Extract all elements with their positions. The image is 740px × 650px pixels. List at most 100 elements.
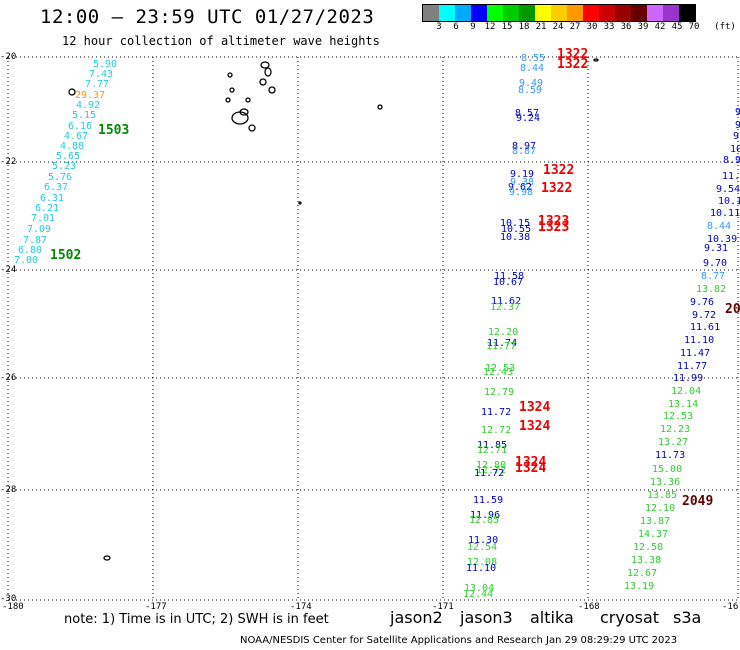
wave-height-value: 9.98: [509, 187, 534, 198]
time-label: 1324: [519, 419, 551, 434]
wave-height-value: 4.92: [76, 100, 101, 111]
wave-height-value: 12.71: [477, 445, 508, 456]
wave-height-value: 10.38: [500, 232, 531, 243]
wave-height-value: 7.77: [85, 79, 110, 90]
island-outline: [245, 97, 251, 103]
island-outline: [268, 86, 276, 94]
wave-height-value: 11.77: [486, 341, 517, 352]
island-outline: [68, 88, 76, 96]
wave-height-value: 6.80: [18, 245, 43, 256]
map-subtitle: 12 hour collection of altimeter wave hei…: [62, 34, 380, 48]
wave-height-value: 8.9: [723, 155, 740, 166]
wave-height-value: 11.10: [684, 335, 715, 346]
wave-height-value: 12.10: [645, 503, 676, 514]
time-label: 2049: [682, 494, 714, 509]
legend-swatch: [615, 5, 631, 21]
wave-height-value: 9.31: [704, 243, 729, 254]
wave-height-value: 15.00: [652, 464, 683, 475]
wave-height-value: 6.31: [40, 193, 65, 204]
time-label: 1324: [519, 400, 551, 415]
wave-height-value: 13.27: [658, 437, 689, 448]
wave-height-value: 6.16: [68, 121, 93, 132]
wave-height-value: 8.77: [701, 271, 726, 282]
legend-label: 3: [436, 22, 442, 32]
lat-tick: -20: [0, 52, 17, 62]
wave-height-value: 11.30: [468, 535, 499, 546]
lat-tick: -22: [0, 157, 17, 167]
wave-height-value: 8.57: [515, 108, 540, 119]
lat-tick: -26: [0, 373, 17, 383]
time-label: 1323: [538, 220, 570, 235]
wave-height-value: 4.67: [64, 131, 89, 142]
time-label: 1324: [515, 461, 547, 476]
legend-jason3: jason3: [460, 608, 513, 627]
wave-height-value: 12.23: [660, 424, 691, 435]
legend-label: 21: [535, 22, 547, 32]
wave-height-value: 9.: [735, 120, 740, 131]
wave-height-value: 11.10: [466, 563, 497, 574]
wave-height-value: 10.55: [501, 224, 532, 235]
time-label: 1323: [538, 214, 570, 229]
legend-swatch: [631, 5, 647, 21]
wave-height-value: 12.37: [490, 302, 521, 313]
wave-height-value: 10.11: [710, 208, 740, 219]
island-outline: [377, 104, 383, 110]
wave-height-value: 11.72: [481, 407, 512, 418]
wave-height-value: 11.59: [473, 495, 504, 506]
wave-height-value: 6.21: [35, 203, 60, 214]
legend-swatch: [679, 5, 695, 21]
wave-height-value: 11.9: [722, 171, 740, 182]
wave-height-value: 11.99: [673, 373, 704, 384]
lat-tick: -28: [0, 485, 17, 495]
island-outline: [239, 108, 249, 116]
legend-label: 18: [518, 22, 530, 32]
wave-height-value: 11.61: [690, 322, 721, 333]
island-outline: [260, 61, 270, 69]
legend-swatch: [535, 5, 551, 21]
legend-label: 30: [586, 22, 598, 32]
time-label: 1322: [541, 181, 573, 196]
time-label: 1503: [98, 123, 130, 138]
wave-height-value: 5.23: [52, 161, 77, 172]
wave-height-value: 12.72: [476, 465, 507, 476]
wave-height-value: 8.44: [707, 221, 732, 232]
legend-cryosat: cryosat: [600, 608, 660, 627]
lon-tick: -168: [578, 602, 600, 612]
wave-height-value: 11.77: [677, 361, 708, 372]
legend-swatch: [567, 5, 583, 21]
time-label: 1322: [543, 163, 575, 178]
wave-height-value: 12.04: [671, 386, 702, 397]
wave-height-value: 5.90: [93, 59, 118, 70]
wave-height-value: 9.76: [690, 297, 715, 308]
wave-height-value: 7.09: [27, 224, 52, 235]
lon-tick: -16: [722, 602, 739, 612]
island-outline: [259, 78, 267, 86]
legend-label: 45: [671, 22, 683, 32]
time-label: 1322: [557, 47, 589, 62]
wave-height-value: 10.15: [500, 218, 531, 229]
wave-height-value: 13.14: [668, 399, 699, 410]
legend-unit: (ft): [714, 22, 736, 32]
wave-height-value: 11.58: [494, 271, 525, 282]
wave-height-value: 9.38: [510, 177, 535, 188]
credit-line: NOAA/NESDIS Center for Satellite Applica…: [240, 635, 678, 646]
legend-altika: altika: [530, 608, 574, 627]
time-label: 1502: [50, 248, 82, 263]
wave-height-value: 13.04: [464, 583, 495, 594]
wave-height-value: 9.70: [703, 258, 728, 269]
wave-height-value: 13.82: [696, 284, 727, 295]
legend-swatch: [599, 5, 615, 21]
wave-height-value: 13.85: [647, 490, 678, 501]
island-outline: [298, 201, 302, 205]
wave-height-value: 5.76: [48, 172, 73, 183]
wave-height-value: 12.08: [467, 557, 498, 568]
wave-height-value: 9.: [733, 131, 740, 142]
wave-height-value: 10.39: [707, 234, 738, 245]
wave-height-value: 8.87: [512, 146, 537, 157]
lon-tick: -174: [290, 602, 312, 612]
legend-label: 33: [603, 22, 615, 32]
legend-label: 36: [620, 22, 632, 32]
wave-height-value: 9.72: [692, 310, 717, 321]
wave-height-value: 11.74: [487, 338, 518, 349]
lon-tick: -177: [145, 602, 167, 612]
